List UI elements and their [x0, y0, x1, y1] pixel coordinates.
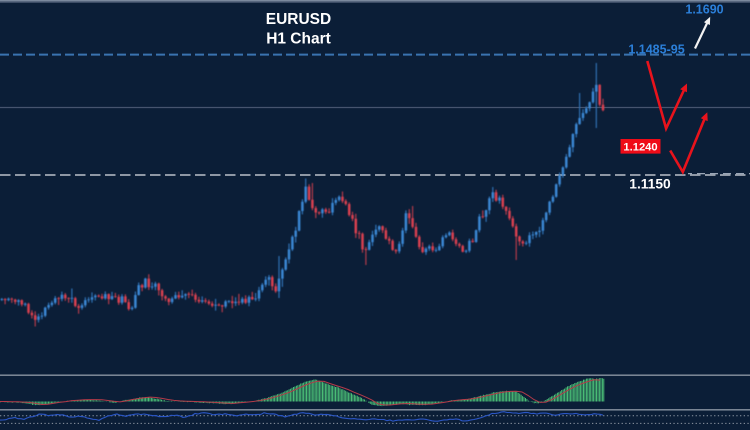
svg-text:EURUSD: EURUSD: [266, 11, 331, 28]
svg-text:1.1690: 1.1690: [685, 2, 723, 16]
svg-text:H1 Chart: H1 Chart: [266, 30, 331, 47]
svg-text:1.1485-95: 1.1485-95: [628, 43, 684, 57]
svg-text:1.1150: 1.1150: [629, 177, 671, 192]
svg-text:1.1240: 1.1240: [623, 142, 657, 154]
